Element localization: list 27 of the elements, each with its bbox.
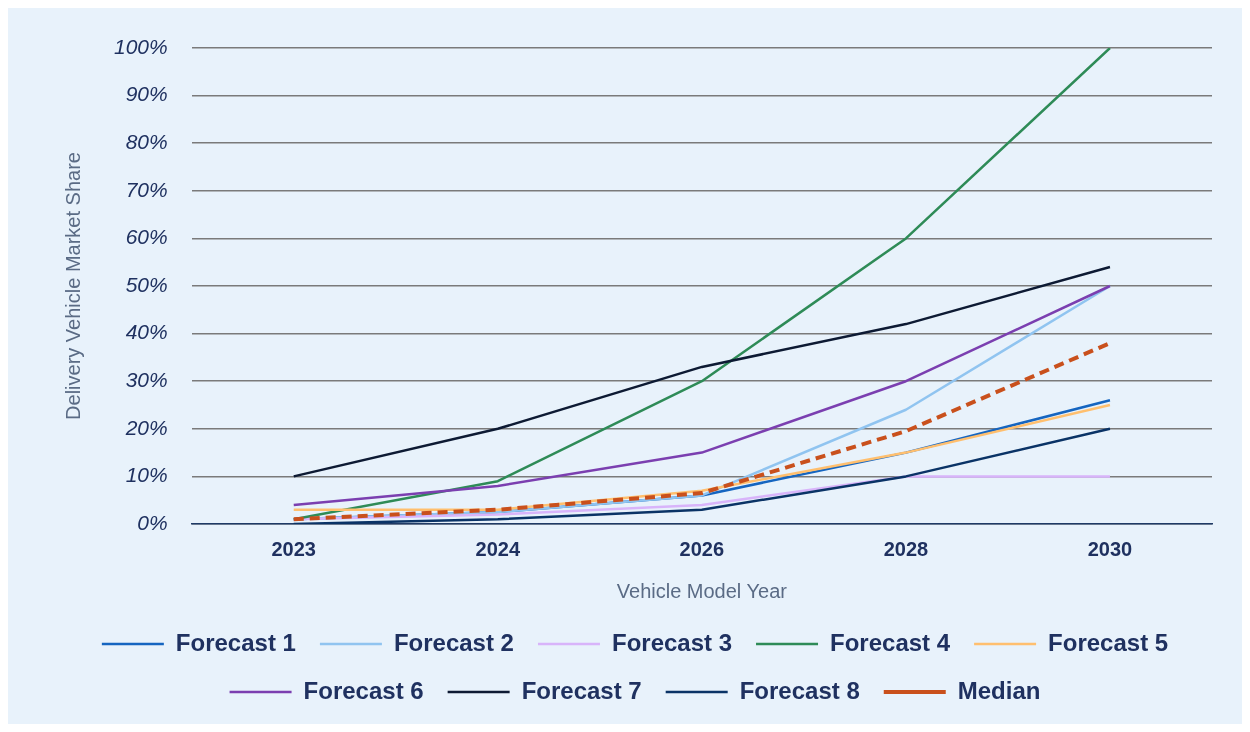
x-tick-label: 2024 (475, 537, 521, 560)
legend-label: Forecast 4 (830, 628, 951, 656)
y-tick-label: 60% (125, 225, 168, 249)
y-axis-title: Delivery Vehicle Market Share (61, 152, 84, 420)
y-tick-label: 10% (125, 463, 168, 487)
y-tick-label: 70% (125, 177, 168, 201)
y-tick-label: 0% (137, 510, 168, 534)
legend-label: Forecast 1 (175, 628, 296, 656)
y-tick-label: 30% (125, 368, 168, 392)
legend-label: Forecast 8 (739, 676, 860, 704)
legend-label: Forecast 6 (303, 676, 424, 704)
x-tick-label: 2030 (1087, 537, 1133, 560)
y-tick-label: 50% (125, 272, 168, 296)
y-tick-label: 40% (125, 320, 168, 344)
y-tick-label: 20% (124, 415, 168, 439)
y-tick-label: 80% (125, 130, 168, 154)
legend-label: Forecast 7 (521, 676, 642, 704)
x-axis-title: Vehicle Model Year (616, 579, 788, 602)
y-tick-label: 100% (113, 34, 168, 58)
legend-label: Forecast 5 (1048, 628, 1169, 656)
legend-label: Median (957, 676, 1041, 704)
x-tick-label: 2023 (271, 537, 316, 560)
legend-label: Forecast 2 (393, 628, 514, 656)
x-tick-label: 2028 (883, 537, 929, 560)
x-tick-label: 2026 (679, 537, 725, 560)
legend-label: Forecast 3 (611, 628, 733, 656)
y-tick-label: 90% (125, 82, 168, 106)
